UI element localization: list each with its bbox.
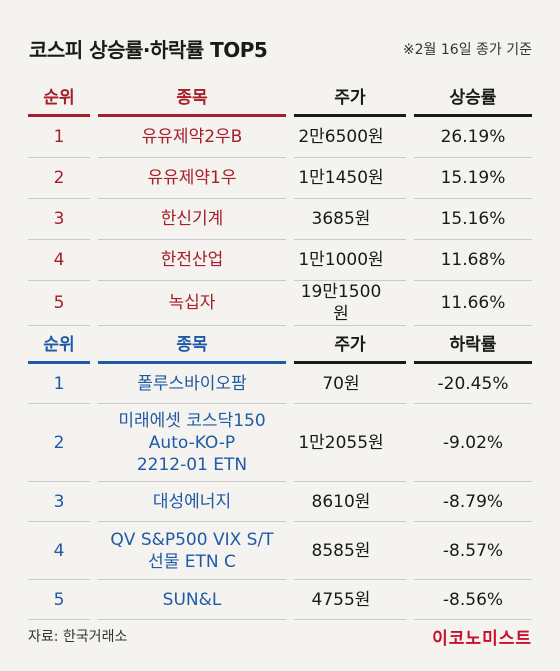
price-cell: 8610원 (294, 482, 406, 522)
rank-cell: 3 (28, 482, 90, 522)
name-cell: 녹십자 (98, 281, 286, 326)
gainers-table: 순위 종목 주가 상승률 1 유유제약2우B 2만6500원 26.19% 2 … (28, 76, 532, 326)
rank-cell: 4 (28, 522, 90, 580)
price-cell: 1만2055원 (294, 404, 406, 482)
rank-header: 순위 (28, 323, 90, 364)
rate-cell: 15.19% (414, 158, 532, 199)
name-header: 종목 (98, 76, 286, 117)
rank-cell: 4 (28, 240, 90, 281)
price-cell: 4755원 (294, 580, 406, 620)
date-note: ※2월 16일 종가 기준 (402, 42, 532, 58)
rate-header: 상승률 (414, 76, 532, 117)
rank-cell: 1 (28, 117, 90, 158)
rank-cell: 2 (28, 404, 90, 482)
price-cell: 1만1000원 (294, 240, 406, 281)
publisher-logo: 이코노미스트 (432, 629, 532, 649)
rank-cell: 2 (28, 158, 90, 199)
table-row: 4 QV S&P500 VIX S/T 선물 ETN C 8585원 -8.57… (28, 522, 532, 580)
table-row: 2 유유제약1우 1만1450원 15.19% (28, 158, 532, 199)
rate-cell: -8.79% (414, 482, 532, 522)
name-cell: 유유제약1우 (98, 158, 286, 199)
rate-header: 하락률 (414, 323, 532, 364)
rate-cell: -9.02% (414, 404, 532, 482)
page-title: 코스피 상승률·하락률 TOP5 (29, 38, 268, 62)
table-row: 4 한전산업 1만1000원 11.68% (28, 240, 532, 281)
table-row: 3 한신기계 3685원 15.16% (28, 199, 532, 240)
name-cell: QV S&P500 VIX S/T 선물 ETN C (98, 522, 286, 580)
name-cell: SUN&L (98, 580, 286, 620)
rate-cell: 26.19% (414, 117, 532, 158)
gainers-header-row: 순위 종목 주가 상승률 (28, 76, 532, 117)
table-row: 1 유유제약2우B 2만6500원 26.19% (28, 117, 532, 158)
table-row: 5 SUN&L 4755원 -8.56% (28, 580, 532, 620)
price-cell: 19만1500원 (294, 281, 406, 326)
table-row: 1 폴루스바이오팜 70원 -20.45% (28, 364, 532, 404)
rate-cell: -20.45% (414, 364, 532, 404)
name-cell: 유유제약2우B (98, 117, 286, 158)
rank-cell: 1 (28, 364, 90, 404)
rate-cell: -8.56% (414, 580, 532, 620)
rate-cell: -8.57% (414, 522, 532, 580)
losers-table: 순위 종목 주가 하락률 1 폴루스바이오팜 70원 -20.45% 2 미래에… (28, 323, 532, 620)
price-cell: 2만6500원 (294, 117, 406, 158)
rank-cell: 3 (28, 199, 90, 240)
rate-cell: 15.16% (414, 199, 532, 240)
price-cell: 8585원 (294, 522, 406, 580)
table-row: 5 녹십자 19만1500원 11.66% (28, 281, 532, 326)
rate-cell: 11.68% (414, 240, 532, 281)
price-header: 주가 (294, 76, 406, 117)
name-cell: 미래에셋 코스닥150 Auto-KO-P 2212-01 ETN (98, 404, 286, 482)
rank-header: 순위 (28, 76, 90, 117)
losers-header-row: 순위 종목 주가 하락률 (28, 323, 532, 364)
rate-cell: 11.66% (414, 281, 532, 326)
rank-cell: 5 (28, 580, 90, 620)
price-header: 주가 (294, 323, 406, 364)
table-row: 2 미래에셋 코스닥150 Auto-KO-P 2212-01 ETN 1만20… (28, 404, 532, 482)
name-cell: 한신기계 (98, 199, 286, 240)
source-note: 자료: 한국거래소 (28, 629, 128, 645)
price-cell: 70원 (294, 364, 406, 404)
name-cell: 대성에너지 (98, 482, 286, 522)
price-cell: 1만1450원 (294, 158, 406, 199)
table-row: 3 대성에너지 8610원 -8.79% (28, 482, 532, 522)
price-cell: 3685원 (294, 199, 406, 240)
name-header: 종목 (98, 323, 286, 364)
rank-cell: 5 (28, 281, 90, 326)
name-cell: 한전산업 (98, 240, 286, 281)
name-cell: 폴루스바이오팜 (98, 364, 286, 404)
